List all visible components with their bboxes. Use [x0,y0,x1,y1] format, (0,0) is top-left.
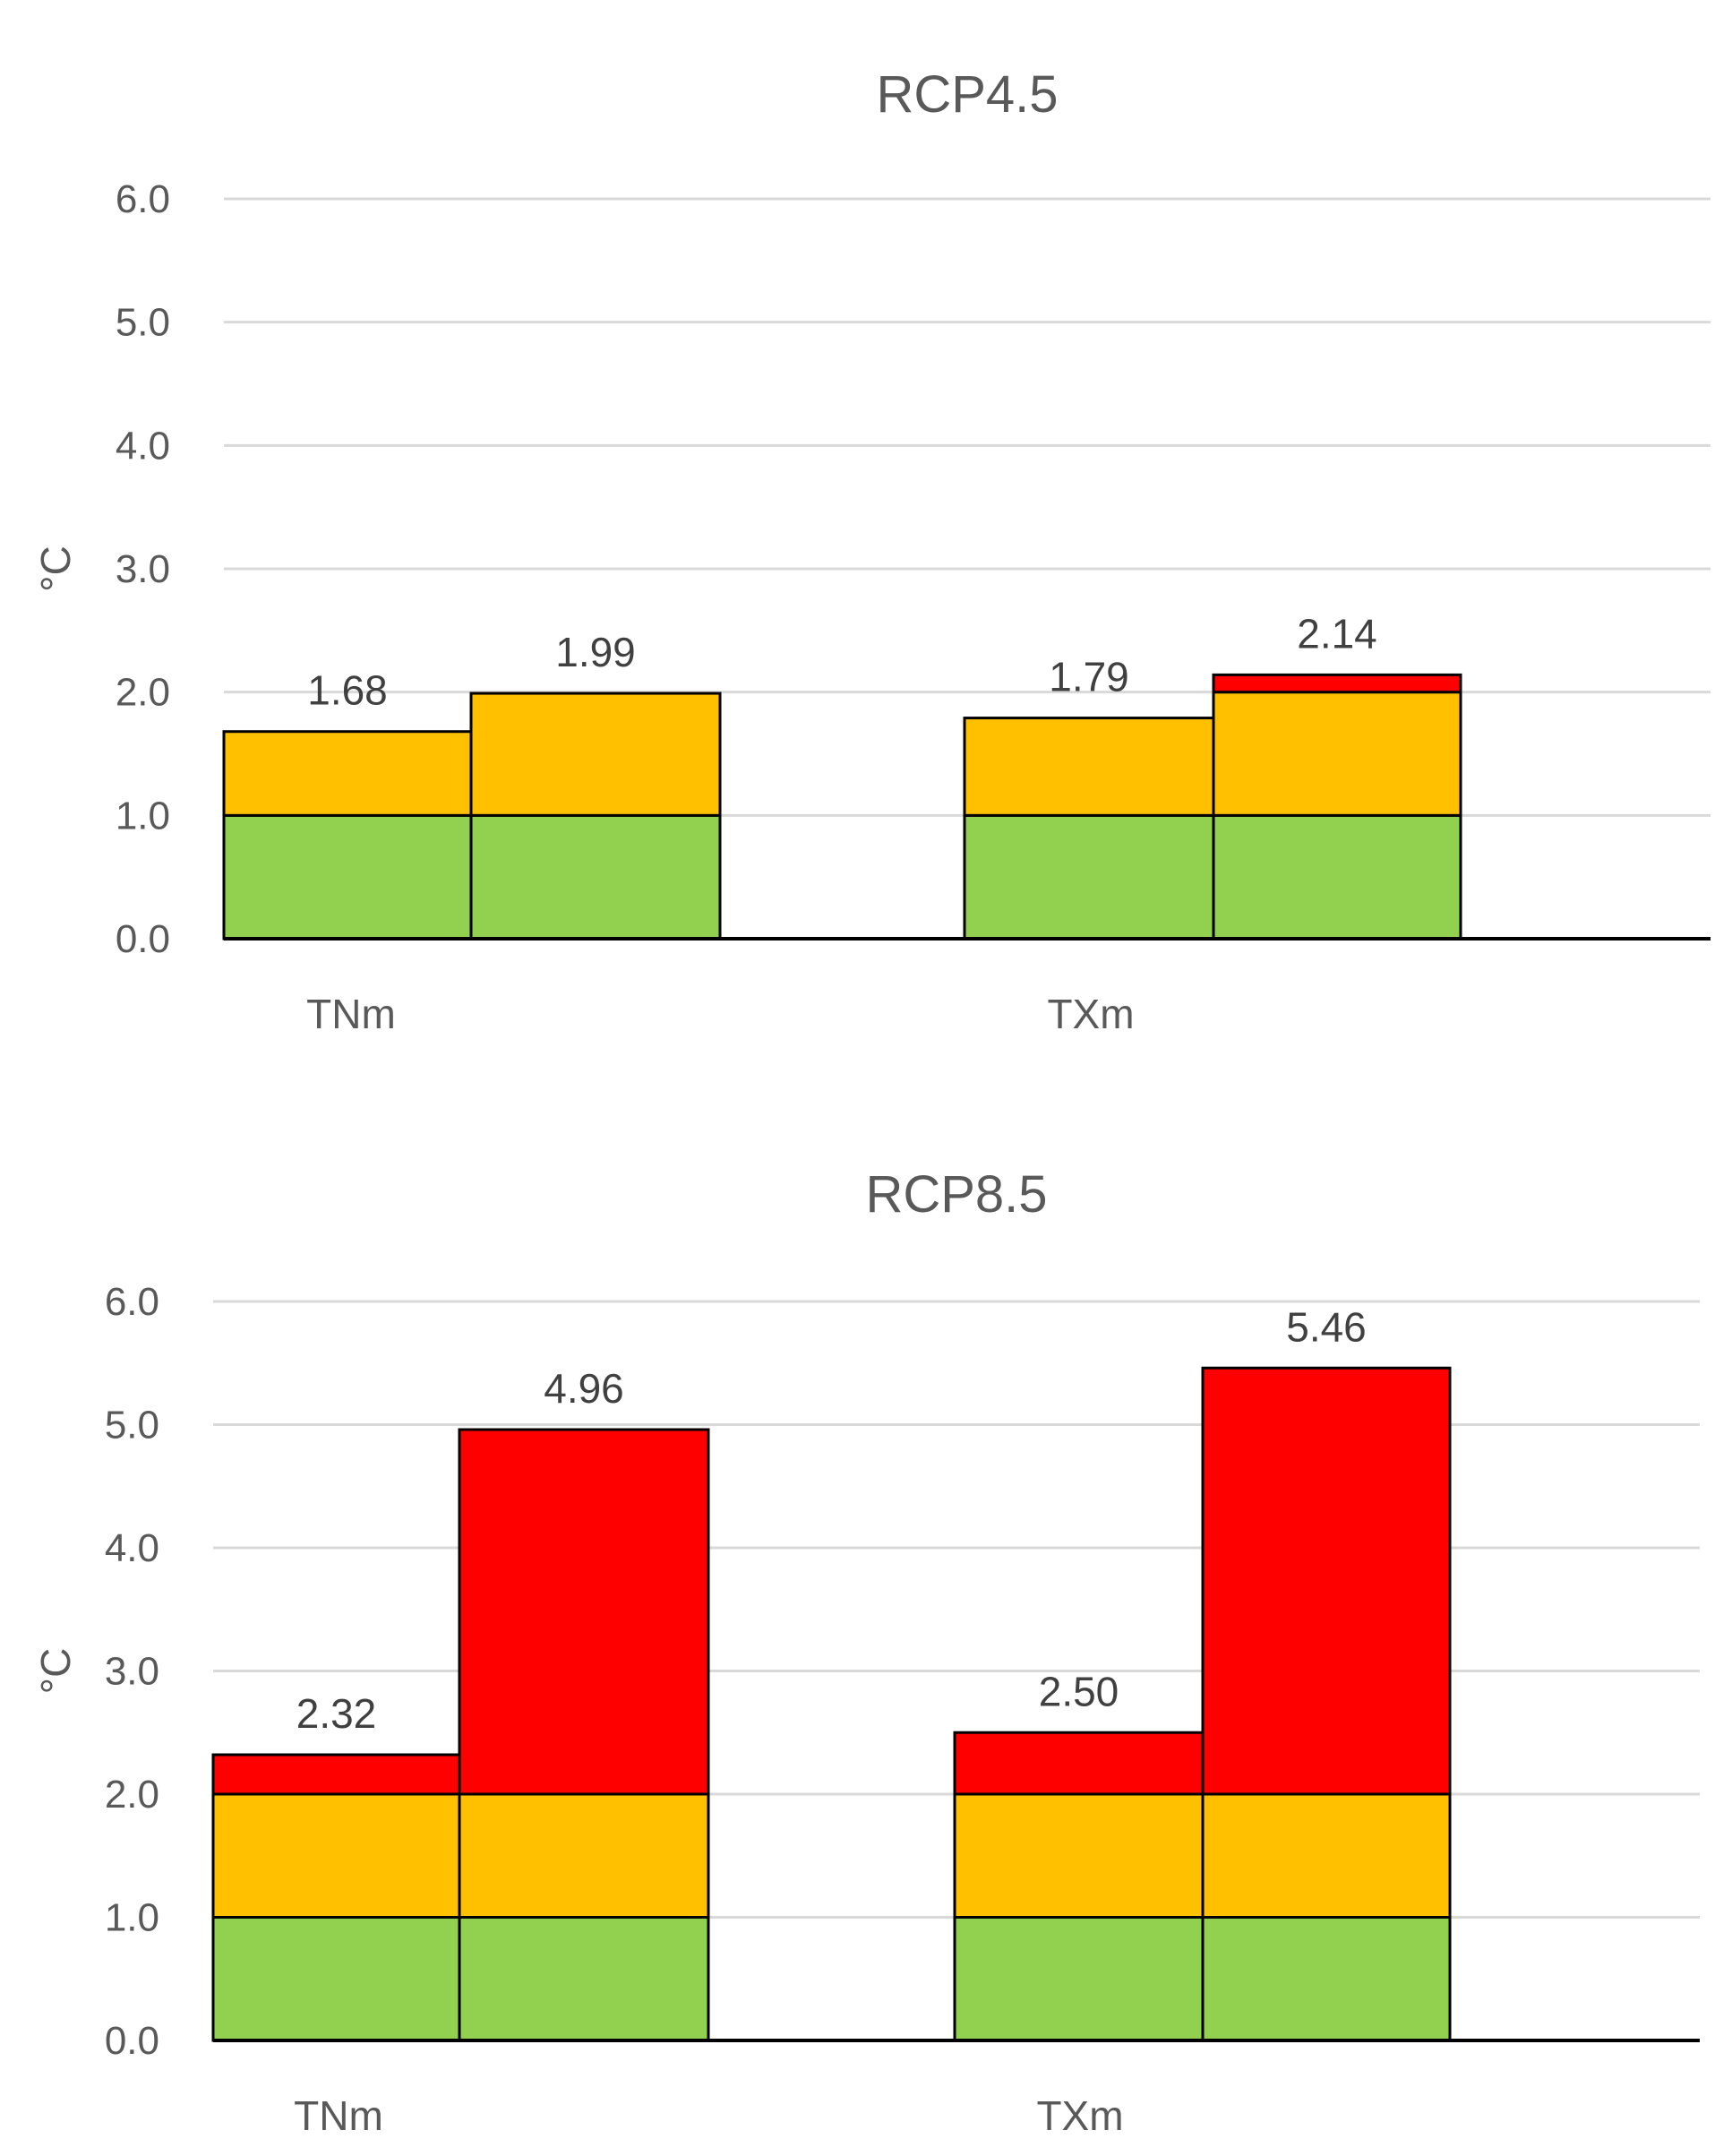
data-label: 2.14 [1297,610,1377,657]
category-label: TXm [1036,2092,1123,2139]
category-label: TNm [306,991,396,1037]
chart-title: RCP8.5 [865,1165,1047,1224]
y-tick-label: 4.0 [116,424,170,468]
chart-title: RCP4.5 [876,65,1058,124]
y-tick-label: 6.0 [105,1280,159,1324]
bar-segment-orange [1201,1792,1452,1919]
data-label: 1.99 [555,629,636,675]
y-tick-label: 1.0 [105,1896,159,1940]
bar-segment-red [458,1428,710,1796]
y-tick-label: 1.0 [116,794,170,837]
bar-segment-green [1201,1916,1452,2042]
bar-segment-green [963,813,1215,941]
data-label: 4.96 [544,1365,624,1412]
y-tick-label: 2.0 [116,671,170,715]
y-tick-label: 0.0 [105,2019,159,2063]
y-tick-label: 3.0 [116,547,170,591]
chart-rcp85: RCP8.5 0.0 1.0 2.0 3.0 4.0 5.0 6.0 °C 2.32 4.96 TNm… [32,1165,1700,2139]
y-tick-label: 5.0 [105,1404,159,1447]
bar-segment-orange [1212,691,1462,817]
bar-segment-orange [211,1792,461,1919]
category-label: TXm [1047,991,1134,1037]
bar-segment-green [222,813,473,941]
bar-segment-orange [469,691,722,817]
bar-segment-red [1212,673,1462,694]
y-axis-label: °C [32,545,79,592]
bar-segment-green [458,1916,710,2042]
bar-segment-green [211,1916,461,2042]
bar-segment-red [953,1731,1205,1796]
data-label: 2.50 [1039,1668,1119,1714]
chart-rcp45: RCP4.5 0.0 1.0 2.0 3.0 4.0 5.0 6.0 °C 1.68 1.99 TNm… [32,65,1711,1037]
data-label: 2.32 [296,1690,377,1737]
data-label: 1.79 [1049,654,1129,700]
y-tick-label: 3.0 [105,1650,159,1694]
y-tick-label: 2.0 [105,1773,159,1817]
data-label: 5.46 [1286,1303,1367,1350]
data-label: 1.68 [307,667,388,714]
bar-segment-green [1212,813,1462,941]
bar-segment-red [1201,1366,1452,1796]
y-axis-label: °C [32,1648,79,1695]
bar-segment-green [953,1916,1205,2042]
bar-segment-orange [222,730,473,817]
y-tick-label: 5.0 [116,301,170,345]
y-tick-label: 6.0 [116,177,170,221]
category-label: TNm [294,2092,383,2139]
bar-segment-orange [458,1792,710,1919]
bar-segment-green [469,813,722,941]
y-tick-label: 4.0 [105,1526,159,1570]
bar-segment-orange [963,717,1215,817]
bar-segment-orange [953,1792,1205,1919]
y-tick-label: 0.0 [116,917,170,961]
bar-segment-red [211,1753,461,1796]
